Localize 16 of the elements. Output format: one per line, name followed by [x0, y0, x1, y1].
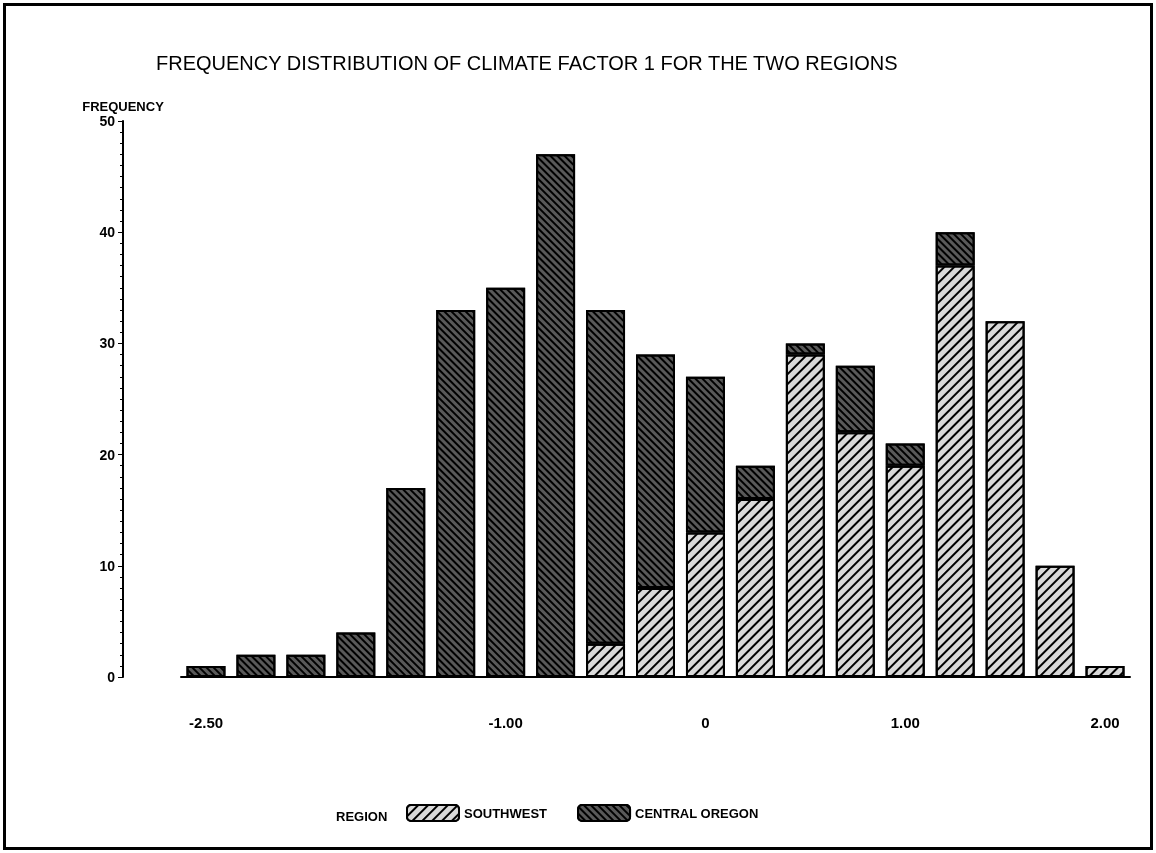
y-tick-label: 30 — [99, 335, 116, 352]
x-tick-label: 0 — [701, 714, 710, 731]
x-tick-label: 2.00 — [1090, 714, 1120, 731]
y-tick-label: 50 — [99, 113, 116, 129]
y-axis-title: FREQUENCY — [82, 99, 165, 114]
y-tick-label: 10 — [99, 557, 116, 574]
y-tick-label: 0 — [107, 669, 116, 685]
legend-title: REGION — [336, 809, 388, 824]
chart-title: FREQUENCY DISTRIBUTION OF CLIMATE FACTOR 1 FOR THE TWO REGIONS — [156, 52, 898, 74]
legend-label: CENTRAL OREGON — [635, 805, 759, 821]
x-tick-label: 1.00 — [890, 714, 920, 731]
x-tick-label: -2.50 — [188, 714, 224, 731]
legend-label: SOUTHWEST — [464, 805, 548, 821]
y-tick-label: 40 — [99, 224, 116, 241]
y-tick-label: 20 — [99, 446, 116, 463]
x-tick-label: -1.00 — [488, 714, 523, 731]
